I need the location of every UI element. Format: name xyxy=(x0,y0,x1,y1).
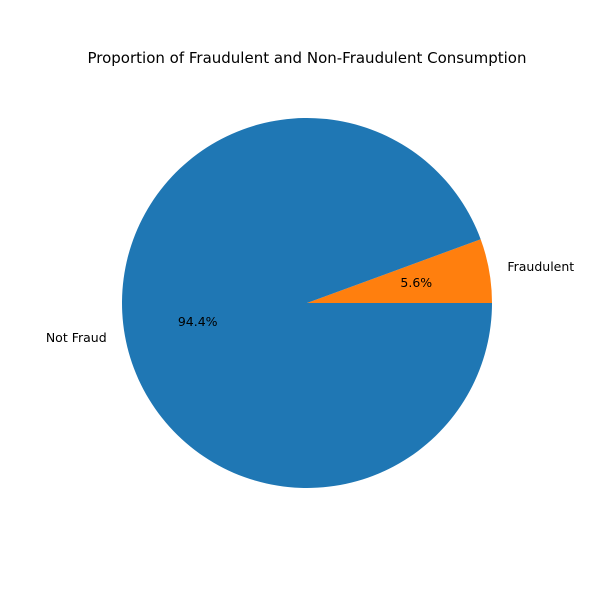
slice-percent-not-fraud: 94.4% xyxy=(178,314,218,329)
pie-slice-not-fraud xyxy=(122,118,493,488)
pie-slices xyxy=(122,118,493,488)
chart-title: Proportion of Fraudulent and Non-Fraudul… xyxy=(87,49,526,67)
pie-slice-fraudulent xyxy=(307,239,492,303)
slice-percent-fraudulent: 5.6% xyxy=(400,275,432,290)
slice-label-fraudulent: Fraudulent xyxy=(507,259,574,274)
pie-labels: Fraudulent 5.6% Not Fraud 94.4% xyxy=(46,259,574,345)
slice-label-not-fraud: Not Fraud xyxy=(46,330,107,345)
